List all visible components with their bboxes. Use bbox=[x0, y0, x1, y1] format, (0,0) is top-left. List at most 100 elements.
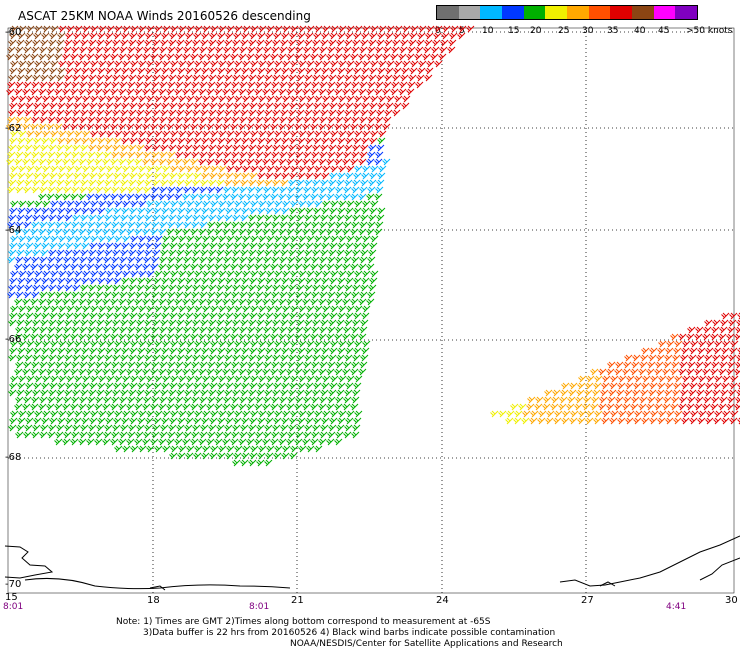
wind-barb bbox=[14, 263, 23, 271]
wind-barb bbox=[122, 445, 131, 453]
wind-barb bbox=[334, 333, 343, 341]
wind-barb bbox=[230, 403, 239, 411]
wind-barb bbox=[358, 53, 367, 61]
wind-barb bbox=[711, 396, 720, 404]
wind-barb bbox=[150, 333, 159, 341]
wind-barb bbox=[360, 144, 369, 152]
wind-barb bbox=[687, 361, 696, 369]
wind-barb bbox=[78, 438, 87, 446]
wind-barb bbox=[47, 221, 56, 229]
wind-barb bbox=[319, 431, 328, 439]
wind-barb bbox=[9, 102, 18, 110]
wind-barb bbox=[321, 67, 330, 75]
wind-barb bbox=[49, 242, 58, 250]
wind-barb bbox=[202, 270, 211, 278]
wind-barb bbox=[38, 53, 47, 61]
legend-swatch-4 bbox=[523, 6, 546, 19]
wind-barb bbox=[120, 389, 129, 397]
wind-barb bbox=[242, 340, 251, 348]
wind-barb bbox=[6, 88, 15, 96]
wind-barb bbox=[175, 431, 184, 439]
wind-barb bbox=[298, 235, 307, 243]
wind-barb bbox=[377, 137, 386, 145]
wind-barb bbox=[281, 172, 290, 180]
wind-barb bbox=[96, 214, 105, 222]
wind-barb bbox=[567, 396, 576, 404]
wind-barb bbox=[113, 242, 122, 250]
wind-barb bbox=[138, 200, 147, 208]
wind-barb bbox=[15, 256, 24, 264]
wind-barb bbox=[64, 179, 73, 187]
wind-barb bbox=[161, 172, 170, 180]
wind-barb bbox=[345, 172, 354, 180]
wind-barb bbox=[263, 361, 272, 369]
wind-barb bbox=[190, 53, 199, 61]
wind-barb bbox=[697, 417, 706, 425]
wind-barb bbox=[295, 116, 304, 124]
wind-barb bbox=[167, 291, 176, 299]
wind-barb bbox=[288, 284, 297, 292]
wind-barb bbox=[58, 305, 67, 313]
wind-barb bbox=[25, 277, 34, 285]
wind-barb bbox=[402, 95, 411, 103]
wind-barb bbox=[617, 382, 626, 390]
wind-barb bbox=[407, 46, 416, 54]
lon-label-21: 21 bbox=[291, 595, 304, 606]
wind-barb bbox=[72, 319, 81, 327]
wind-barb bbox=[223, 81, 232, 89]
wind-barb bbox=[313, 277, 322, 285]
wind-barb bbox=[120, 109, 129, 117]
wind-barb bbox=[250, 445, 259, 453]
wind-barb bbox=[105, 67, 114, 75]
wind-barb bbox=[95, 256, 104, 264]
wind-barb bbox=[633, 417, 642, 425]
wind-barb bbox=[153, 207, 162, 215]
wind-barb bbox=[66, 305, 75, 313]
wind-barb bbox=[199, 186, 208, 194]
wind-barb bbox=[240, 354, 249, 362]
wind-barb bbox=[718, 333, 727, 341]
wind-barb bbox=[224, 249, 233, 257]
wind-barb bbox=[87, 221, 96, 229]
wind-barb bbox=[9, 417, 18, 425]
wind-barb bbox=[46, 263, 55, 271]
wind-barb bbox=[14, 123, 23, 131]
wind-barb bbox=[231, 326, 240, 334]
wind-barb bbox=[418, 25, 427, 33]
wind-barb bbox=[424, 74, 433, 82]
wind-barb bbox=[25, 102, 34, 110]
wind-barb bbox=[183, 326, 192, 334]
wind-barb bbox=[278, 333, 287, 341]
wind-barb bbox=[216, 249, 225, 257]
wind-barb bbox=[136, 424, 145, 432]
wind-barb bbox=[89, 347, 98, 355]
wind-barb bbox=[39, 186, 48, 194]
wind-barb bbox=[150, 123, 159, 131]
wind-barb bbox=[353, 67, 362, 75]
wind-barb bbox=[126, 263, 135, 271]
wind-barb bbox=[312, 144, 321, 152]
wind-barb bbox=[25, 382, 34, 390]
wind-barb bbox=[209, 102, 218, 110]
wind-barb bbox=[103, 396, 112, 404]
wind-barb bbox=[321, 207, 330, 215]
wind-barb bbox=[18, 270, 27, 278]
wind-barb bbox=[72, 179, 81, 187]
wind-barb bbox=[264, 39, 273, 47]
wind-barb bbox=[184, 389, 193, 397]
wind-barb bbox=[144, 109, 153, 117]
wind-barb bbox=[438, 53, 447, 61]
wind-barb bbox=[65, 277, 74, 285]
wind-barb bbox=[129, 347, 138, 355]
wind-barb bbox=[143, 291, 152, 299]
wind-barb bbox=[248, 249, 257, 257]
wind-barb bbox=[352, 319, 361, 327]
wind-barb bbox=[114, 130, 123, 138]
wind-barb bbox=[290, 130, 299, 138]
wind-barb bbox=[328, 354, 337, 362]
wind-barb bbox=[185, 312, 194, 320]
wind-barb bbox=[136, 214, 145, 222]
wind-barb bbox=[271, 46, 280, 54]
wind-barb bbox=[24, 74, 33, 82]
wind-barb bbox=[89, 67, 98, 75]
